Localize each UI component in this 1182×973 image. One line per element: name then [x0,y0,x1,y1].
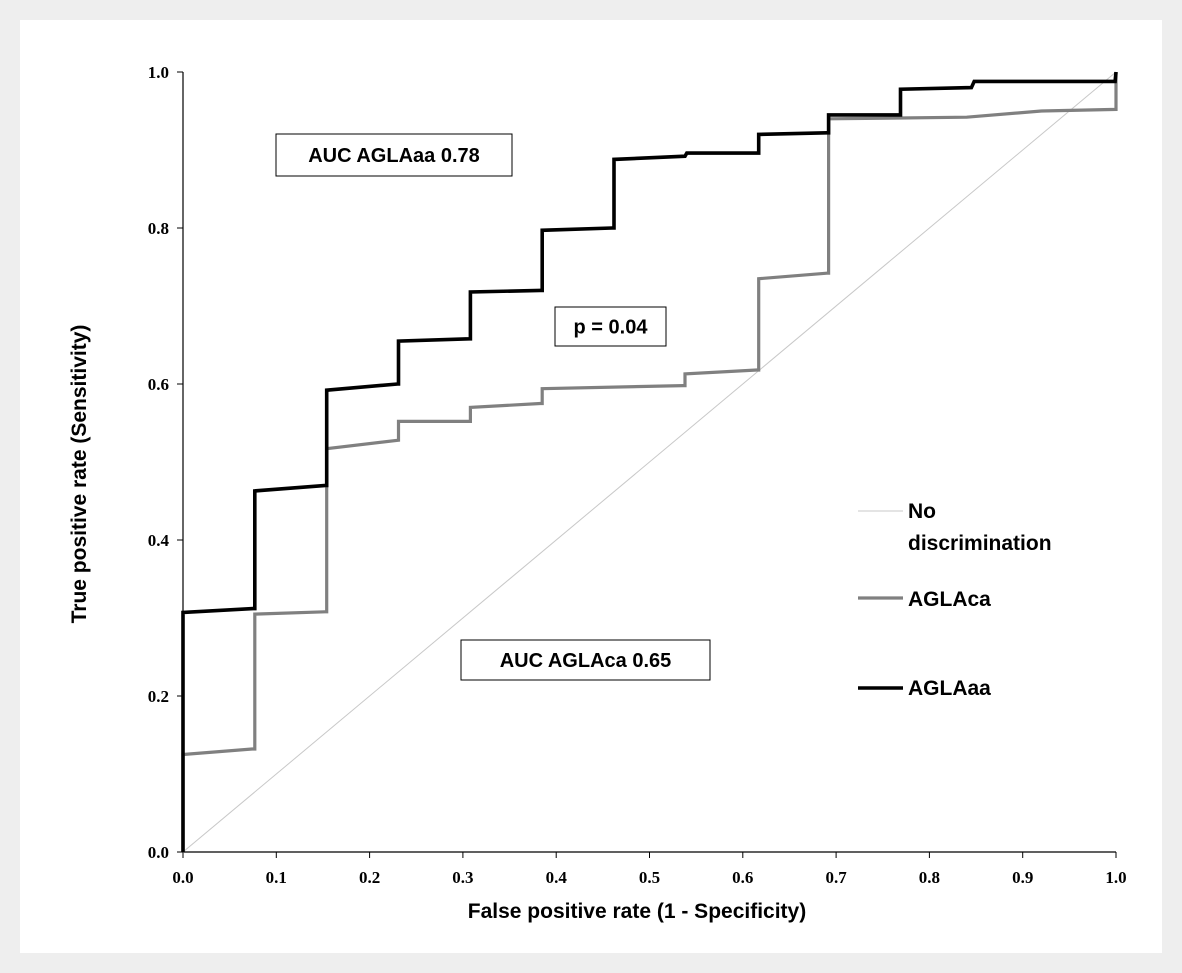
series-group [181,71,1118,853]
annotation-auc-aglaaa: AUC AGLAaa 0.78 [275,133,513,177]
legend-label: AGLAca [908,588,991,611]
annotation-auc-aglaca: AUC AGLAca 0.65 [460,639,711,681]
x-tick-label: 0.9 [1012,868,1033,887]
x-tick-label: 0.6 [732,868,753,887]
annotation-box [554,306,667,347]
x-tick-label: 0.8 [919,868,940,887]
x-tick-label: 1.0 [1105,868,1126,887]
y-tick-label: 0.0 [148,843,169,862]
y-tick-label: 0.2 [148,687,169,706]
legend-label: discrimination [908,532,1052,555]
legend: No discrimination AGLAca AGLAaa [858,500,1052,700]
x-tick-label: 0.1 [266,868,287,887]
legend-item-aglaaa: AGLAaa [858,677,991,700]
legend-item-no-discrimination: No discrimination [858,500,1052,555]
x-tick-label: 0.3 [452,868,473,887]
annotation-box [275,133,513,177]
annotation-p-value: p = 0.04 [554,306,667,347]
x-axis-title: False positive rate (1 - Specificity) [468,900,806,923]
annotation-text: AUC AGLAaa 0.78 [308,145,480,167]
legend-item-aglaca: AGLAca [858,588,991,611]
annotation-text: AUC AGLAca 0.65 [500,650,672,672]
annotation-box [460,639,711,681]
x-tick-label: 0.2 [359,868,380,887]
y-axis-title: True positive rate (Sensitivity) [68,325,91,624]
y-tick-label: 1.0 [148,63,169,82]
x-tick-label: 0.7 [825,868,847,887]
y-tick-label: 0.8 [148,219,169,238]
y-tick-label: 0.4 [148,531,170,550]
roc-chart: 0.0 0.1 0.2 0.3 0.4 0.5 0.6 0.7 0.8 0.9 1.0 0.0 0.2 0… [68,63,1127,923]
series-line-aglaaa [181,71,1118,852]
x-tick-label: 0.5 [639,868,660,887]
series-line-no-discrimination [182,71,1117,853]
x-tick-label: 0.0 [172,868,193,887]
series-line-aglaca [181,72,1118,852]
legend-label: AGLAaa [908,677,991,700]
y-tick-label: 0.6 [148,375,169,394]
annotation-text: p = 0.04 [574,317,649,339]
axes: 0.0 0.1 0.2 0.3 0.4 0.5 0.6 0.7 0.8 0.9 1.0 0.0 0.2 0… [148,63,1127,887]
legend-label: No [908,500,936,523]
x-tick-label: 0.4 [546,868,568,887]
annotations: AUC AGLAaa 0.78 p = 0.04 AUC AGLAca 0.65 [275,133,711,681]
chart-frame: 0.0 0.1 0.2 0.3 0.4 0.5 0.6 0.7 0.8 0.9 1.0 0.0 0.2 0… [20,20,1162,953]
